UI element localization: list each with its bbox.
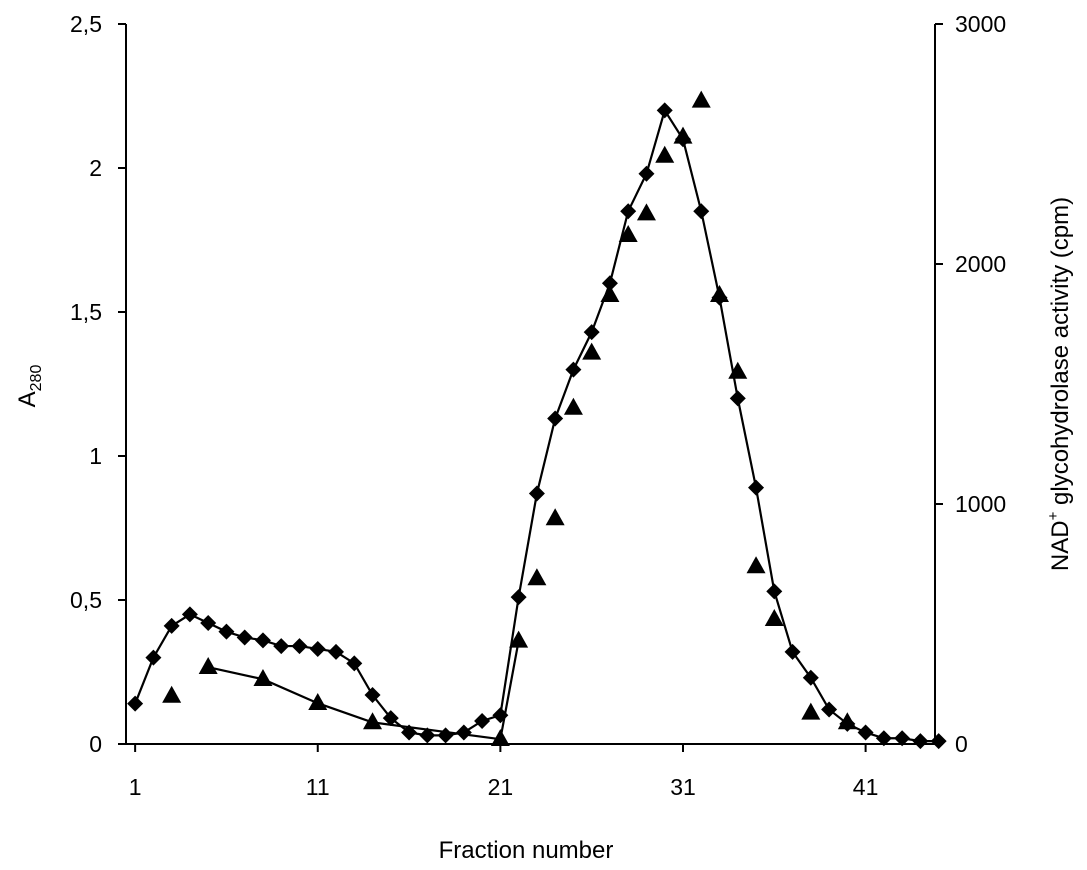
- series-lines: [134, 107, 939, 743]
- triangle-marker: [673, 126, 693, 144]
- diamond-marker: [382, 710, 399, 727]
- diamond-marker: [437, 727, 454, 744]
- diamond-marker: [894, 730, 911, 747]
- y-left-tick-label: 0: [89, 731, 102, 757]
- diamond-marker: [601, 275, 618, 292]
- y-left-tick-label: 1,5: [70, 299, 102, 325]
- diamond-marker: [656, 102, 673, 119]
- y-right-axis-title: NAD+ glycohydrolase activity (cpm): [1045, 197, 1074, 571]
- y-right-tick-label: 1000: [955, 491, 1006, 517]
- diamond-marker: [200, 615, 217, 632]
- triangle-marker: [728, 361, 748, 379]
- x-tick-label: 21: [488, 774, 514, 800]
- diamond-marker: [693, 203, 710, 220]
- y-left-axis-title: A280: [14, 365, 45, 408]
- x-tick-label: 11: [306, 774, 330, 800]
- diamond-marker: [766, 583, 783, 600]
- triangle-marker: [308, 693, 328, 710]
- diamond-marker: [583, 324, 600, 341]
- diamond-marker: [748, 479, 765, 496]
- y-right-axis-title-sup: +: [1045, 511, 1062, 520]
- diamond-marker: [218, 623, 235, 640]
- series-line-triangle: [207, 640, 520, 741]
- y-right-axis-title-prefix: NAD: [1047, 520, 1074, 571]
- y-right-tick-label: 0: [955, 731, 968, 757]
- diamond-marker: [802, 669, 819, 686]
- y-left-tick-label: 1: [89, 443, 102, 469]
- diamond-marker: [328, 643, 345, 660]
- diamond-marker: [346, 655, 363, 672]
- triangle-marker: [527, 568, 547, 586]
- triangle-marker: [746, 556, 766, 574]
- series-marks: [127, 90, 947, 750]
- y-left-axis-title-main: A: [14, 391, 41, 407]
- triangle-marker: [636, 203, 656, 221]
- diamond-marker: [401, 724, 418, 741]
- diamond-marker: [254, 632, 271, 649]
- y-left-tick-label: 2: [89, 155, 102, 181]
- diamond-marker: [419, 727, 436, 744]
- diamond-marker: [875, 730, 892, 747]
- diamond-marker: [857, 724, 874, 741]
- diamond-marker: [930, 733, 947, 750]
- diamond-marker: [528, 485, 545, 502]
- axes: [125, 24, 936, 745]
- diamond-marker: [291, 638, 308, 655]
- diamond-marker: [181, 606, 198, 623]
- diamond-marker: [547, 410, 564, 427]
- diamond-marker: [510, 589, 527, 606]
- diamond-marker: [620, 203, 637, 220]
- x-axis-title: Fraction number: [439, 837, 614, 864]
- diamond-marker: [821, 701, 838, 718]
- diamond-marker: [492, 707, 509, 724]
- diamond-marker: [236, 629, 253, 646]
- y-left-tick-label: 2,5: [70, 11, 102, 37]
- y-right-axis-title-suffix: glycohydrolase activity (cpm): [1047, 197, 1074, 512]
- triangle-marker: [600, 285, 620, 302]
- triangle-marker: [837, 712, 857, 730]
- triangle-marker: [545, 508, 565, 526]
- triangle-marker: [490, 729, 510, 746]
- y-right-tick-label: 3000: [955, 11, 1006, 37]
- diamond-marker: [309, 640, 326, 657]
- series-line-diamond: [134, 107, 939, 743]
- triangle-marker: [162, 685, 182, 703]
- diamond-marker: [784, 643, 801, 660]
- diamond-marker: [638, 165, 655, 182]
- y-left-tick-label: 0,5: [70, 587, 102, 613]
- y-right-tick-label: 2000: [955, 251, 1006, 277]
- triangle-marker: [655, 145, 675, 163]
- x-tick-label: 1: [129, 774, 142, 800]
- triangle-marker: [764, 609, 784, 626]
- diamond-marker: [127, 695, 144, 712]
- diamond-marker: [145, 649, 162, 666]
- diamond-marker: [163, 617, 180, 634]
- triangle-marker: [253, 669, 273, 686]
- triangle-marker: [691, 90, 711, 108]
- diamond-marker: [565, 361, 582, 378]
- diamond-marker: [273, 638, 290, 655]
- tick-marks: [118, 23, 943, 752]
- triangle-marker: [801, 702, 821, 720]
- x-tick-label: 31: [670, 774, 696, 800]
- diamond-marker: [474, 712, 491, 729]
- triangle-marker: [198, 657, 218, 674]
- diamond-marker: [364, 687, 381, 704]
- y-left-axis-title-sub: 280: [28, 365, 45, 392]
- diamond-marker: [912, 733, 929, 750]
- triangle-marker: [563, 397, 583, 415]
- x-tick-label: 41: [853, 774, 879, 800]
- diamond-marker: [729, 390, 746, 407]
- triangle-marker: [618, 225, 638, 242]
- triangle-marker: [363, 712, 383, 730]
- triangle-marker: [582, 342, 602, 360]
- triangle-marker: [509, 630, 529, 648]
- triangle-marker: [710, 285, 730, 302]
- diamond-marker: [455, 724, 472, 741]
